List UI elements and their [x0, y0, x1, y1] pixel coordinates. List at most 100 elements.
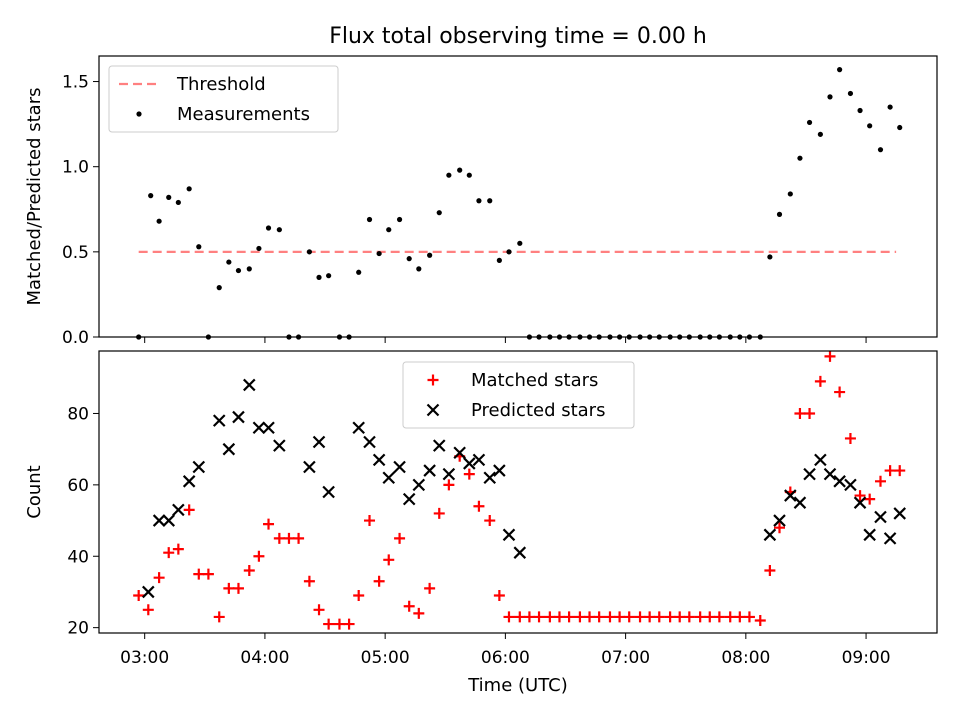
matched-stars-point	[844, 432, 856, 444]
matched-stars-point	[364, 515, 376, 527]
matched-stars-point	[424, 582, 436, 594]
matched-stars-point	[894, 465, 906, 477]
matched-stars-point	[523, 611, 535, 623]
y-tick-label: 0.5	[62, 243, 89, 263]
matched-stars-point	[533, 611, 545, 623]
measurement-point	[847, 90, 854, 97]
legend-measurement-swatch	[136, 111, 142, 117]
matched-stars-point	[403, 600, 415, 612]
predicted-stars-point	[793, 496, 807, 509]
matched-stars-point	[834, 386, 846, 398]
predicted-stars-point	[844, 478, 857, 492]
predicted-stars-point	[432, 439, 446, 452]
top-plot-marks	[136, 67, 903, 340]
predicted-stars-point	[402, 492, 416, 506]
predicted-stars-point	[823, 467, 837, 481]
predicted-stars-point	[372, 453, 386, 467]
x-tick-label: 05:00	[361, 648, 410, 668]
x-tick-label: 03:00	[120, 648, 169, 668]
measurement-point	[316, 274, 322, 280]
matched-stars-point	[634, 611, 646, 623]
matched-stars-point	[713, 611, 725, 623]
top-axis-ticks: 0.0 0.5 1.0 1.5	[62, 73, 867, 348]
predicted-stars-point	[833, 475, 846, 488]
matched-stars-point	[193, 568, 205, 580]
measurement-point	[356, 269, 362, 275]
y-tick-label: 20	[67, 619, 89, 639]
measurement-point	[517, 240, 523, 246]
measurement-point	[216, 285, 222, 291]
matched-stars-point	[614, 611, 626, 623]
measurement-point	[326, 273, 332, 279]
matched-stars-point	[604, 611, 616, 623]
y-tick-label: 40	[67, 547, 89, 567]
predicted-stars-point	[262, 421, 275, 435]
predicted-stars-point	[763, 528, 777, 542]
matched-stars-point	[493, 590, 505, 602]
matched-stars-point	[644, 611, 656, 623]
predicted-stars-point	[893, 507, 907, 520]
matched-stars-point	[283, 532, 295, 544]
matched-stars-point	[433, 507, 445, 519]
measurement-point	[235, 267, 242, 274]
predicted-stars-point	[773, 514, 786, 527]
matched-stars-point	[243, 565, 255, 577]
chart-title: Flux total observing time = 0.00 h	[329, 24, 707, 49]
legend-label: Matched stars	[471, 370, 598, 391]
matched-stars-point	[343, 618, 355, 630]
predicted-stars-point	[463, 457, 476, 470]
matched-stars-point	[563, 611, 575, 623]
matched-stars-point	[333, 618, 345, 630]
matched-stars-point	[473, 500, 485, 512]
predicted-stars-point	[423, 464, 436, 477]
matched-stars-point	[804, 407, 816, 419]
matched-stars-point	[383, 554, 395, 566]
matched-stars-point	[293, 532, 305, 544]
measurement-point	[466, 172, 472, 178]
bottom-y-axis-label: Count	[24, 465, 45, 518]
matched-stars-point	[544, 611, 556, 623]
measurement-point	[797, 155, 803, 161]
matched-stars-point	[253, 550, 265, 562]
predicted-stars-point	[322, 485, 335, 499]
predicted-stars-point	[312, 435, 326, 449]
measurement-point	[867, 123, 873, 129]
measurement-point	[196, 244, 202, 250]
measurement-point	[837, 67, 843, 73]
measurement-point	[776, 211, 783, 217]
matched-stars-point	[864, 493, 876, 505]
matched-stars-point	[584, 611, 596, 623]
matched-stars-point	[142, 604, 154, 616]
measurement-point	[487, 198, 493, 204]
matched-stars-point	[623, 611, 635, 623]
legend-matched-swatch	[427, 374, 439, 386]
predicted-stars-point	[363, 435, 376, 449]
legend-box	[402, 361, 635, 429]
measurement-point	[817, 131, 823, 137]
matched-stars-point	[664, 611, 676, 623]
matched-stars-point	[503, 611, 515, 623]
predicted-stars-point	[803, 467, 816, 481]
measurement-point	[877, 147, 884, 153]
matched-stars-point	[674, 611, 686, 623]
y-tick-label: 60	[67, 476, 89, 496]
top-legend: Threshold Measurements	[108, 65, 339, 133]
measurement-point	[457, 167, 463, 173]
x-axis-label: Time (UTC)	[467, 675, 568, 696]
x-tick-label: 04:00	[240, 648, 289, 668]
matched-stars-point	[683, 611, 695, 623]
measurement-point	[446, 172, 452, 178]
predicted-stars-point	[232, 410, 245, 424]
predicted-stars-point	[273, 439, 286, 452]
predicted-stars-point	[472, 453, 486, 467]
measurement-point	[166, 194, 172, 200]
measurement-point	[246, 266, 252, 272]
matched-stars-point	[653, 611, 665, 623]
matched-stars-point	[373, 575, 385, 587]
measurement-point	[366, 216, 373, 223]
predicted-stars-point	[863, 528, 876, 542]
top-y-axis-label: Matched/Predicted stars	[24, 88, 45, 306]
matched-stars-point	[153, 572, 165, 584]
matched-stars-point	[443, 479, 455, 491]
